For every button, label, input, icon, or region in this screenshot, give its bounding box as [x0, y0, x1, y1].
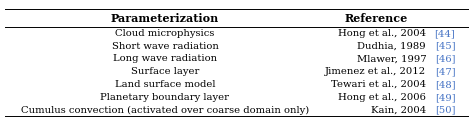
- Text: Cloud microphysics: Cloud microphysics: [115, 29, 215, 38]
- Text: Tewari et al., 2004: Tewari et al., 2004: [331, 80, 429, 89]
- Text: Reference: Reference: [345, 13, 408, 24]
- Text: Planetary boundary layer: Planetary boundary layer: [100, 93, 229, 102]
- Text: Dudhia, 1989: Dudhia, 1989: [357, 42, 429, 51]
- Text: [47]: [47]: [435, 67, 456, 76]
- Text: Hong et al., 2006: Hong et al., 2006: [338, 93, 429, 102]
- Text: Cumulus convection (activated over coarse domain only): Cumulus convection (activated over coars…: [21, 105, 309, 115]
- Text: [50]: [50]: [435, 106, 456, 115]
- Text: Land surface model: Land surface model: [115, 80, 215, 89]
- Text: Parameterization: Parameterization: [111, 13, 219, 24]
- Text: [49]: [49]: [435, 93, 456, 102]
- Text: Kain, 2004: Kain, 2004: [371, 106, 429, 115]
- Text: Surface layer: Surface layer: [131, 67, 199, 76]
- Text: Short wave radiation: Short wave radiation: [111, 42, 219, 51]
- Text: [46]: [46]: [435, 54, 456, 63]
- Text: Jimenez et al., 2012: Jimenez et al., 2012: [325, 67, 429, 76]
- Text: [48]: [48]: [435, 80, 456, 89]
- Text: [45]: [45]: [435, 42, 456, 51]
- Text: [44]: [44]: [435, 29, 456, 38]
- Text: Hong et al., 2004: Hong et al., 2004: [338, 29, 429, 38]
- Text: Long wave radiation: Long wave radiation: [113, 54, 217, 63]
- Text: Mlawer, 1997: Mlawer, 1997: [356, 54, 429, 63]
